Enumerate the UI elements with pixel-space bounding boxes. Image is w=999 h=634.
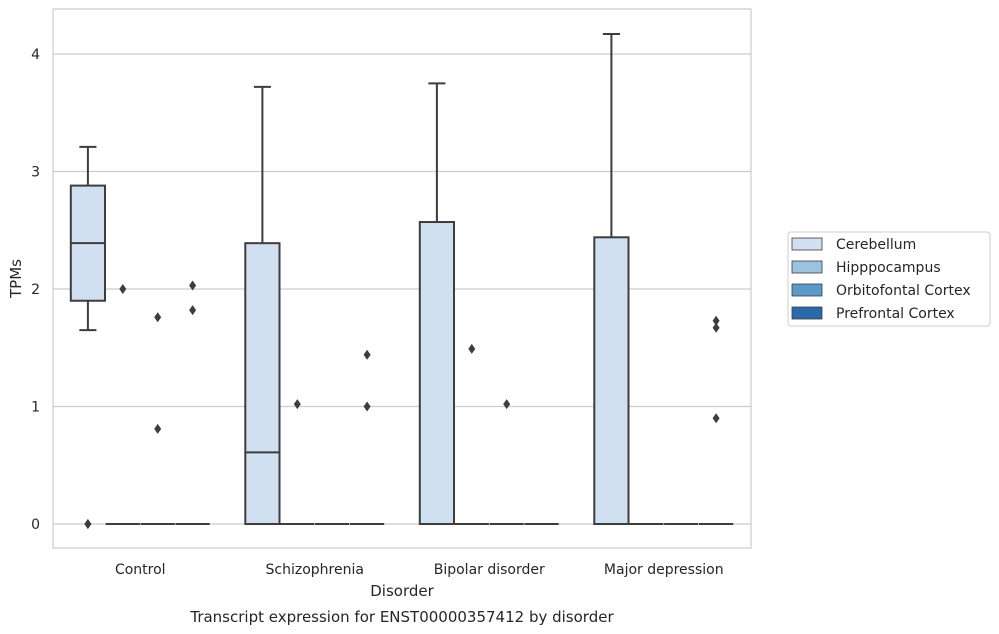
legend-swatch bbox=[791, 306, 823, 320]
x-tick-label: Major depression bbox=[604, 562, 724, 578]
legend-item: Orbitofontal Cortex bbox=[791, 283, 971, 299]
box-cerebellum bbox=[244, 85, 281, 526]
box-cerebellum bbox=[593, 33, 630, 526]
chart-title: Transcript expression for ENST0000035741… bbox=[189, 608, 614, 626]
outlier-point bbox=[363, 401, 371, 412]
x-tick-label: Control bbox=[115, 562, 166, 578]
outlier-point bbox=[154, 312, 162, 323]
outlier-point bbox=[712, 315, 720, 326]
legend-label: Prefrontal Cortex bbox=[836, 306, 955, 322]
outlier-point bbox=[293, 399, 301, 410]
box-prefrontal-cortex bbox=[349, 349, 385, 525]
box-hipppocampus bbox=[280, 399, 315, 525]
y-tick-label: 0 bbox=[31, 517, 40, 533]
legend-frame bbox=[787, 231, 991, 327]
outlier-point bbox=[189, 280, 197, 291]
outlier-point bbox=[712, 413, 720, 424]
outlier-point bbox=[119, 284, 127, 294]
legend-swatch bbox=[791, 260, 823, 274]
box-prefrontal-cortex bbox=[698, 315, 734, 525]
outlier-point bbox=[468, 343, 476, 354]
outlier-point bbox=[363, 349, 371, 360]
box-cerebellum bbox=[418, 82, 456, 525]
x-tick-label: Schizophrenia bbox=[266, 562, 364, 578]
x-axis-label: Disorder bbox=[370, 582, 434, 600]
box-cerebellum bbox=[69, 145, 107, 529]
y-axis: 0 1 2 3 4 bbox=[31, 47, 40, 533]
outlier-point bbox=[712, 322, 720, 333]
boxes bbox=[69, 33, 734, 529]
x-tick-label: Bipolar disorder bbox=[434, 562, 545, 578]
legend-item: Hipppocampus bbox=[791, 260, 941, 276]
y-axis-label: TPMs bbox=[7, 259, 25, 299]
y-tick-label: 1 bbox=[31, 400, 40, 416]
box-body bbox=[418, 221, 456, 525]
gridlines bbox=[53, 53, 751, 525]
y-tick-label: 4 bbox=[31, 47, 40, 63]
box-hipppocampus bbox=[105, 284, 140, 525]
box-body bbox=[593, 236, 630, 526]
y-tick-label: 3 bbox=[31, 165, 40, 181]
legend-label: Hipppocampus bbox=[836, 260, 941, 276]
y-tick-label: 2 bbox=[31, 282, 40, 298]
box-prefrontal-cortex bbox=[175, 280, 210, 525]
outlier-point bbox=[154, 423, 162, 434]
box-body bbox=[244, 242, 281, 526]
legend-swatch bbox=[791, 237, 823, 251]
legend: Cerebellum Hipppocampus Orbitofontal Corte… bbox=[787, 231, 991, 327]
x-axis: Control Schizophrenia Bipolar disorder Majo… bbox=[115, 562, 724, 578]
box-hipppocampus bbox=[454, 343, 489, 525]
legend-label: Cerebellum bbox=[836, 237, 916, 253]
outlier-point bbox=[84, 519, 92, 529]
plot-frame bbox=[52, 8, 752, 549]
box-orbitofontal-cortex bbox=[140, 312, 175, 525]
legend-label: Orbitofontal Cortex bbox=[836, 283, 971, 299]
outlier-point bbox=[503, 399, 511, 410]
outlier-point bbox=[189, 305, 197, 316]
legend-item: Prefrontal Cortex bbox=[791, 306, 955, 322]
legend-swatch bbox=[791, 283, 823, 297]
box-orbitofontal-cortex bbox=[489, 399, 524, 525]
legend-item: Cerebellum bbox=[791, 237, 916, 253]
